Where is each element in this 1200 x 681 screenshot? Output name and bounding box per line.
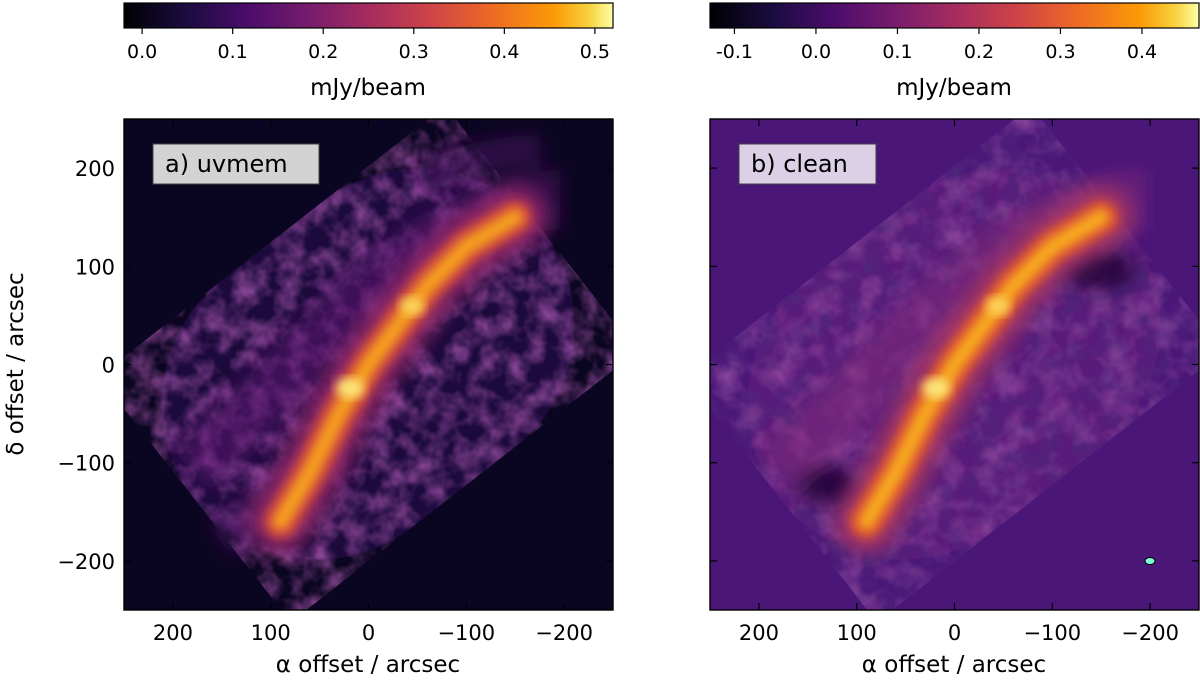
colorbar-tick-label: 0.0 (801, 41, 831, 63)
colorbar-tick-label: 0.1 (218, 41, 248, 63)
colorbar-tick-label: 0.4 (489, 41, 519, 63)
x-tick-label: −200 (1121, 621, 1179, 645)
x-tick-label: −100 (1023, 621, 1081, 645)
beam-marker (1144, 557, 1156, 565)
x-tick-label: −100 (437, 621, 495, 645)
x-tick-label: 0 (362, 621, 375, 645)
colorbar-tick-label: 0.5 (580, 41, 610, 63)
colorbar-a: 0.0 0.1 0.2 0.3 0.4 0.5 mJy/beam (123, 2, 614, 101)
colorbar-tick-label: 0.2 (964, 41, 994, 63)
x-tick-label: 0 (948, 621, 961, 645)
y-tick-label: 200 (75, 157, 115, 181)
panel-a-label: a) uvmem (165, 150, 288, 178)
panel-b-label: b) clean (751, 150, 848, 178)
panel-a-filament (248, 185, 548, 554)
x-tick-label: −200 (535, 621, 593, 645)
colorbar-tick-label: 0.4 (1127, 41, 1157, 63)
x-tick-label: 100 (837, 621, 877, 645)
x-tick-label: 200 (153, 621, 193, 645)
x-tick-label: 100 (251, 621, 291, 645)
x-axis-label-b: α offset / arcsec (862, 652, 1046, 678)
colorbar-tick-label: 0.3 (1045, 41, 1075, 63)
y-tick-label: −200 (57, 550, 115, 574)
y-axis-label: δ offset / arcsec (3, 272, 29, 455)
colorbar-b-gradient (709, 2, 1200, 29)
y-tick-label: −100 (57, 452, 115, 476)
colorbar-tick-label: 0.0 (127, 41, 157, 63)
panel-a: a) uvmem 200 100 0 −100 −200 200 100 0 −100 −200 (57, 118, 614, 645)
panel-b-label-box: b) clean (738, 143, 877, 185)
colorbar-b: -0.1 0.0 0.1 0.2 0.3 0.4 mJy/beam (709, 2, 1200, 101)
panel-a-label-box: a) uvmem (152, 143, 320, 185)
colorbar-tick-label: 0.1 (882, 41, 912, 63)
y-tick-label: 0 (102, 354, 115, 378)
panel-b-filament (834, 185, 1134, 554)
panel-b: b) clean 200 100 0 −100 −200 (709, 118, 1200, 645)
colorbar-tick-label: -0.1 (716, 41, 753, 63)
x-axis-label-a: α offset / arcsec (276, 652, 460, 678)
colorbar-tick-label: 0.3 (399, 41, 429, 63)
x-tick-label: 200 (739, 621, 779, 645)
y-tick-label: 100 (75, 255, 115, 279)
colorbar-a-label: mJy/beam (310, 75, 426, 101)
colorbar-a-gradient (123, 2, 614, 29)
colorbar-b-label: mJy/beam (896, 75, 1012, 101)
colorbar-tick-label: 0.2 (308, 41, 338, 63)
